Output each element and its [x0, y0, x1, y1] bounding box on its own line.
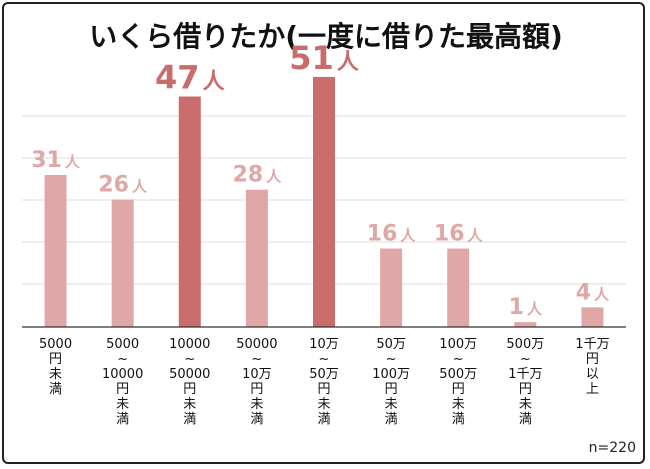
x-tick-label-8-2: 以: [586, 367, 599, 382]
bar-3: [245, 189, 268, 327]
x-tick-label-6-5: 満: [452, 412, 465, 427]
x-tick-label-8-3: 上: [586, 382, 599, 397]
x-tick-label-2-1: ~: [184, 352, 195, 367]
x-tick-label-1-0: 5000: [106, 337, 139, 352]
x-tick-label-5-5: 満: [385, 412, 398, 427]
x-tick-label-7-3: 円: [519, 382, 532, 397]
x-tick-label-6-0: 100万: [439, 337, 477, 352]
x-tick-label-4-2: 50万: [309, 367, 339, 382]
x-tick-label-5-0: 50万: [376, 337, 406, 352]
x-tick-label-1-5: 満: [116, 412, 129, 427]
bar-0: [44, 174, 67, 327]
x-tick-label-2-5: 満: [183, 412, 196, 427]
x-tick-label-6-1: ~: [453, 352, 464, 367]
x-tick-label-7-0: 500万: [506, 337, 544, 352]
value-label-4: 51 人: [289, 39, 359, 77]
x-tick-label-2-2: 50000: [169, 367, 210, 382]
x-tick-label-7-5: 満: [519, 412, 532, 427]
bar-1: [111, 199, 134, 327]
bar-4: [313, 76, 335, 328]
value-label-0: 31 人: [31, 148, 81, 173]
x-tick-label-1-2: 10000: [102, 367, 143, 382]
x-tick-label-4-4: 未: [317, 397, 330, 412]
bar-8: [581, 307, 604, 327]
value-label-3: 28 人: [233, 163, 283, 188]
x-tick-label-2-4: 未: [183, 397, 196, 412]
x-tick-label-3-0: 50000: [236, 337, 277, 352]
value-label-5: 16 人: [367, 222, 417, 247]
chart-title: いくら借りたか(一度に借りた最高額): [89, 20, 563, 53]
sample-size-label: n=220: [589, 440, 636, 456]
x-tick-label-6-3: 円: [452, 382, 465, 397]
x-tick-label-5-3: 円: [385, 382, 398, 397]
x-tick-label-1-1: ~: [117, 352, 128, 367]
x-tick-label-0-2: 未: [49, 367, 62, 382]
x-tick-label-6-2: 500万: [439, 367, 477, 382]
x-tick-label-7-4: 未: [519, 397, 532, 412]
x-tick-label-3-2: 10万: [242, 367, 272, 382]
bar-2: [178, 96, 201, 328]
value-label-2: 47 人: [155, 59, 225, 97]
x-tick-label-0-3: 満: [49, 382, 62, 397]
x-tick-label-3-5: 満: [250, 412, 263, 427]
x-tick-label-8-0: 1千万: [575, 337, 609, 352]
x-tick-label-0-0: 5000: [39, 337, 72, 352]
x-tick-label-4-5: 満: [317, 412, 330, 427]
x-tick-label-8-1: 円: [586, 352, 599, 367]
bar-7: [514, 322, 537, 327]
bar-5: [380, 248, 403, 327]
x-tick-label-3-3: 円: [250, 382, 263, 397]
value-label-1: 26 人: [98, 173, 148, 198]
x-tick-label-7-2: 1千万: [508, 367, 542, 382]
x-tick-label-5-1: ~: [386, 352, 397, 367]
value-label-6: 16 人: [434, 222, 484, 247]
x-tick-label-2-3: 円: [183, 382, 196, 397]
x-tick-label-4-1: ~: [319, 352, 330, 367]
x-tick-label-4-0: 10万: [309, 337, 339, 352]
x-tick-label-3-1: ~: [251, 352, 262, 367]
x-tick-label-5-2: 100万: [372, 367, 410, 382]
x-tick-label-6-4: 未: [452, 397, 465, 412]
x-tick-label-7-1: ~: [520, 352, 531, 367]
x-tick-label-5-4: 未: [385, 397, 398, 412]
x-tick-label-0-1: 円: [49, 352, 62, 367]
x-tick-label-1-3: 円: [116, 382, 129, 397]
x-tick-label-2-0: 10000: [169, 337, 210, 352]
x-tick-label-1-4: 未: [116, 397, 129, 412]
bar-6: [447, 248, 470, 327]
bars: [44, 76, 604, 328]
x-tick-labels: 5000円未満5000~10000円未満10000~50000円未満50000~…: [39, 337, 610, 427]
x-tick-label-3-4: 未: [250, 397, 263, 412]
value-labels: 31 人 26 人 47 人 28 人 51 人 16 人 16 人 1 人 4 人: [31, 39, 610, 320]
x-tick-label-4-3: 円: [317, 382, 330, 397]
